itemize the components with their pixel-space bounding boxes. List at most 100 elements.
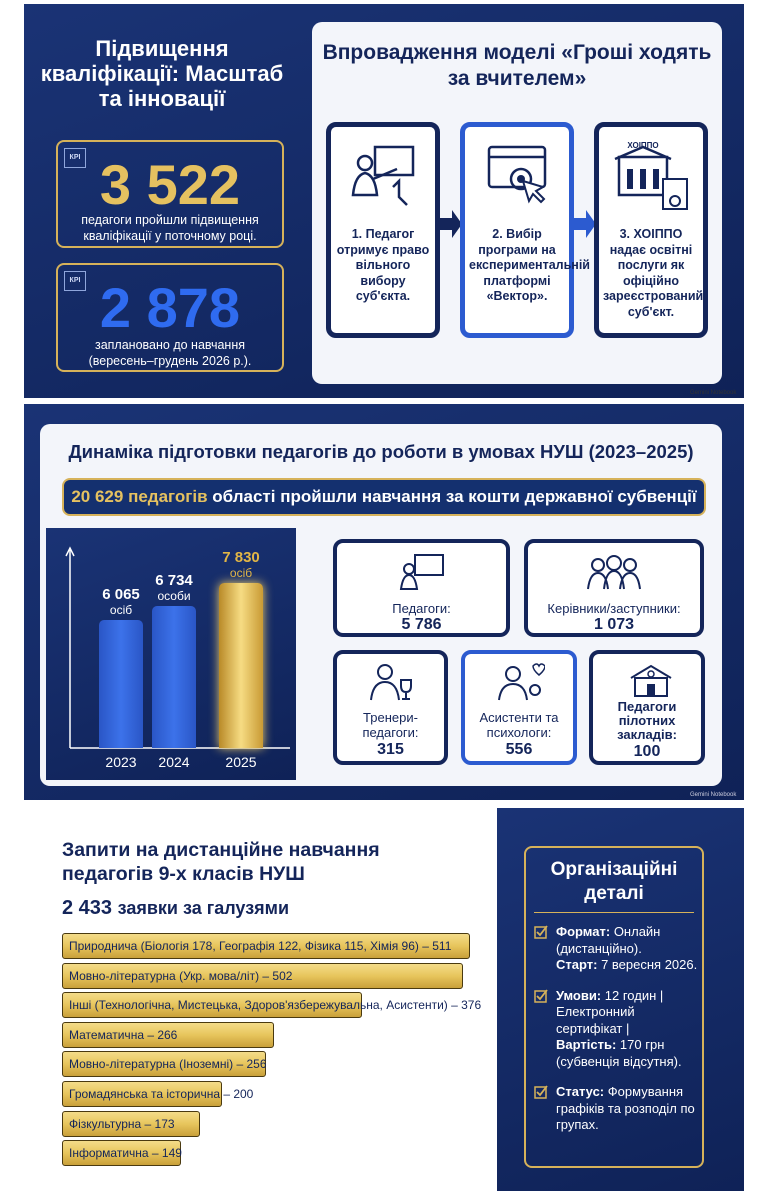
check-icon	[534, 925, 548, 939]
stat-number: 3 522	[99, 153, 241, 216]
detail-label: Вартість:	[556, 1037, 617, 1052]
card-label: Педагоги:	[392, 601, 451, 616]
stat-box: КРІ 3 522 педагоги пройшли підвищення кв…	[56, 140, 284, 248]
category-card: Керівники/заступники: 1 073	[524, 539, 704, 637]
card-label: Асистенти та психологи:	[479, 710, 559, 740]
bar	[62, 962, 463, 989]
teacher-icon	[351, 145, 415, 206]
building-sign: ХОІППО	[627, 141, 659, 150]
model-title: Впровадження моделі «Гроші ходять за вчи…	[322, 41, 712, 90]
click-icon	[487, 145, 547, 204]
bar	[62, 933, 470, 959]
step-text: 1. Педагог отримує право вільного вибору…	[336, 227, 430, 303]
total: 2 433 заявки за галузями	[62, 897, 289, 920]
x-tick-label: 2024	[158, 754, 190, 770]
step-card: 1. Педагог отримує право вільного вибору…	[326, 122, 440, 338]
bar-label: Фізкультурна – 173	[69, 1116, 175, 1131]
category-card: Педагоги пілотних закладів: 100	[589, 650, 705, 765]
bar-label: Природнича (Біологія 178, Географія 122,…	[69, 939, 452, 953]
stat-number: 2 878	[99, 276, 241, 339]
detail-item: Умови: 12 годин | Електронний сертифікат…	[534, 988, 698, 1071]
category-card: Асистенти та психологи: 556	[461, 650, 577, 765]
check-icon	[534, 1085, 548, 1099]
card-label: Педагоги пілотних закладів:	[617, 699, 677, 742]
bar	[62, 1021, 275, 1048]
card-value: 556	[505, 741, 533, 758]
detail-line: Умови: 12 годин | Електронний сертифікат…	[556, 988, 698, 1038]
value-label: 6 065	[102, 585, 140, 603]
teacher-icon	[399, 554, 444, 590]
total-number: 2 433	[62, 897, 113, 919]
bar	[62, 1140, 181, 1167]
bar	[99, 619, 143, 748]
detail-label: Статус:	[556, 1084, 605, 1099]
school-icon	[630, 664, 672, 697]
step-text: 3. ХОІППО надає освітні послуги як офіці…	[603, 227, 704, 319]
panel-title: Динаміка підготовки педагогів до роботи …	[68, 441, 694, 462]
value-label: 6 734	[155, 571, 193, 589]
total-text: заявки за галузями	[117, 898, 290, 918]
x-tick-label: 2025	[225, 754, 257, 770]
detail-text: 7 вересня 2026.	[601, 957, 698, 972]
detail-label: Формат:	[556, 924, 611, 939]
divider	[534, 912, 694, 913]
bar	[62, 1110, 201, 1137]
panel-title: Запити на дистанційне навчання педагогів…	[62, 839, 380, 885]
psychologist-icon	[498, 663, 545, 701]
bar	[62, 1081, 222, 1107]
step-card: ХОІППО 3. ХОІППО надає освітні послуги я…	[594, 122, 708, 338]
banner-text: області пройшли навчання за кошти держав…	[212, 487, 697, 506]
step-card: 2. Вибір програми на експериментальній п…	[460, 122, 590, 338]
detail-text: Формування графіків та розподіл по група…	[556, 1084, 695, 1132]
card-value: 5 786	[401, 616, 442, 633]
unit-label: особи	[157, 588, 191, 603]
watermark: Gemini Notebook	[690, 792, 737, 798]
x-tick-label: 2023	[105, 754, 137, 770]
stat-box: КРІ 2 878 заплановано до навчання (верес…	[56, 263, 284, 372]
card-value: 315	[377, 741, 404, 758]
badge: КРІ	[64, 271, 86, 291]
banner: 20 629 педагогів області пройшли навчанн…	[62, 478, 706, 516]
watermark: Gemini Notebook	[690, 390, 737, 396]
detail-text: 12 годин | Електронний сертифікат |	[556, 987, 664, 1036]
panel-title: Підвищення кваліфікації: Масштаб та інно…	[40, 36, 284, 111]
card-value: 1 073	[593, 616, 635, 633]
hbar-chart: Природнича (Біологія 178, Географія 122,…	[62, 933, 492, 1183]
unit-label: осіб	[229, 565, 253, 580]
bar-label: Математична – 266	[69, 1027, 178, 1042]
card-value: 100	[633, 743, 661, 760]
bar-label: Громадянська та історична – 200	[69, 1087, 254, 1101]
detail-text: 170 грн (субвенція відсутня).	[556, 1037, 682, 1069]
bar	[152, 605, 196, 748]
category-card: Тренери-педагоги: 315	[333, 650, 448, 765]
bar-label: Інші (Технологічна, Мистецька, Здоров'яз…	[69, 998, 482, 1013]
axes	[65, 546, 290, 749]
card-label: Керівники/заступники:	[547, 601, 681, 616]
details-list: Формат: Онлайн (дистанційно). Старт: 7 ве…	[534, 924, 698, 1148]
details-title: Організаційні деталі	[550, 859, 678, 904]
bar-chart: 6 065 осіб 2023 6 734 особи 2024 7 830 осіб 2025	[46, 528, 296, 780]
stat-text: заплановано до навчання (вересень–груден…	[88, 338, 252, 368]
bar	[62, 992, 363, 1019]
detail-line: Статус: Формування графіків та розподіл …	[556, 1084, 698, 1134]
badge: КРІ	[64, 148, 86, 168]
category-card: Педагоги: 5 786	[333, 539, 510, 637]
detail-line: Формат: Онлайн (дистанційно).	[556, 924, 698, 957]
details-box: Організаційні деталі Формат: Онлайн (дис…	[524, 846, 704, 1168]
detail-text: Онлайн (дистанційно).	[556, 924, 661, 956]
detail-label: Старт:	[556, 957, 598, 972]
bar	[62, 1051, 267, 1078]
bar-label: Мовно-літературна (Укр. мова/літ) – 502	[69, 968, 293, 983]
arrow	[574, 210, 596, 238]
bar	[219, 582, 263, 748]
group-icon	[587, 555, 641, 590]
detail-line: Старт: 7 вересня 2026.	[556, 957, 698, 974]
detail-line: Вартість: 170 грн (субвенція відсутня).	[556, 1037, 698, 1070]
detail-item: Статус: Формування графіків та розподіл …	[534, 1084, 698, 1134]
card-label: Тренери-педагоги:	[362, 710, 419, 740]
arrow	[440, 210, 462, 238]
value-label: 7 830	[222, 548, 260, 566]
trainer-icon	[370, 664, 412, 701]
unit-label: осіб	[109, 602, 133, 617]
